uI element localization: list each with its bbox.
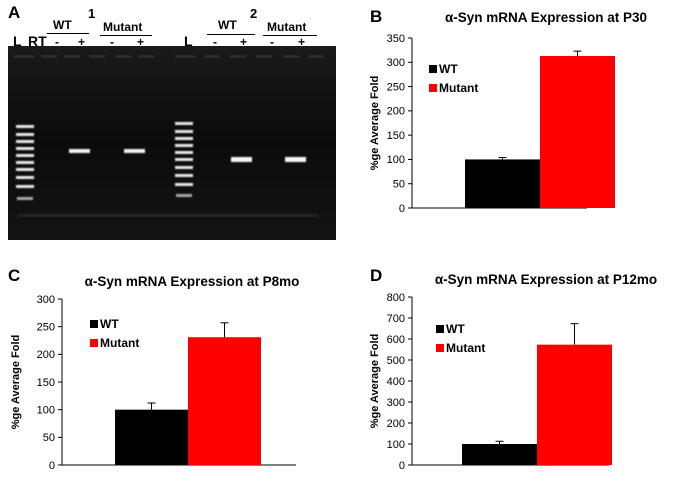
gel-block-1-number: 1 <box>88 6 96 21</box>
legend-label-wt: WT <box>100 317 119 331</box>
gel-band-2-mutant <box>285 157 306 162</box>
bar-wt <box>465 159 540 208</box>
chart-p8mo: α-Syn mRNA Expression at P8mo %ge Average… <box>10 274 300 472</box>
chart-p30: α-Syn mRNA Expression at P30 %ge Average … <box>369 10 647 215</box>
panel-label-b: B <box>370 7 383 26</box>
legend-swatch-mutant <box>429 84 437 92</box>
gel-image <box>8 46 336 240</box>
legend-label-wt: WT <box>446 322 465 336</box>
y-tick-label: 50 <box>393 179 405 191</box>
gel-block-2-wt-label: WT <box>218 18 237 32</box>
gel-block-1-wt-plus: + <box>78 35 86 49</box>
gel-block-1-wt-minus: - <box>55 35 59 49</box>
gel-block-2-mutant-minus: - <box>270 35 274 49</box>
legend-label-mutant: Mutant <box>100 336 139 350</box>
gel-band-2-wt <box>231 157 252 162</box>
chart-title: α-Syn mRNA Expression at P12mo <box>435 272 657 287</box>
gel-ladder-label-1: L <box>13 33 22 49</box>
legend-swatch-wt <box>90 320 98 328</box>
y-tick-label: 0 <box>399 203 405 215</box>
y-tick-label: 0 <box>399 460 405 472</box>
y-tick-label: 300 <box>37 294 55 306</box>
gel-block-2-wt-minus: - <box>213 35 217 49</box>
y-tick-label: 300 <box>387 397 405 409</box>
legend-label-wt: WT <box>439 62 458 76</box>
bar-wt <box>115 409 188 465</box>
y-tick-label: 0 <box>49 460 55 472</box>
y-tick-label: 150 <box>37 377 55 389</box>
panel-label-d: D <box>370 266 383 285</box>
legend-label-mutant: Mutant <box>446 341 485 355</box>
ladder-2-bands <box>175 122 193 197</box>
y-tick-label: 600 <box>387 334 405 346</box>
legend-swatch-wt <box>436 325 444 333</box>
y-tick-label: 700 <box>387 313 405 325</box>
gel-block-2-wt-plus: + <box>240 35 248 49</box>
y-tick-label: 250 <box>387 81 405 93</box>
gel-block-2-mutant-plus: + <box>298 35 306 49</box>
y-tick-label: 350 <box>387 33 405 45</box>
y-tick-label: 100 <box>37 404 55 416</box>
y-tick-label: 200 <box>37 349 55 361</box>
y-tick-label: 500 <box>387 355 405 367</box>
y-tick-label: 50 <box>43 432 55 444</box>
gel-wells <box>14 55 324 58</box>
y-tick-label: 250 <box>37 321 55 333</box>
gel-block-2-mutant-underline <box>263 35 317 36</box>
ladder-1-bands <box>16 125 34 200</box>
gel-primer-smear-1 <box>18 214 318 217</box>
gel-band-1-wt <box>69 149 90 153</box>
y-tick-label: 800 <box>387 292 405 304</box>
y-tick-label: 200 <box>387 418 405 430</box>
bar-mutant <box>537 344 612 465</box>
panel-label-c: C <box>8 266 21 285</box>
bar-mutant <box>188 337 261 465</box>
gel-block-1-wt-label: WT <box>53 18 72 32</box>
y-axis-label: %ge Average Fold <box>10 335 22 430</box>
gel-block-2-wt-underline <box>207 34 255 35</box>
legend-swatch-mutant <box>436 344 444 352</box>
gel-ladder-label-2: L <box>184 33 193 49</box>
gel-block-1-mutant-label: Mutant <box>103 20 143 34</box>
gel-background <box>8 46 336 240</box>
gel-block-1-wt-underline <box>47 33 89 34</box>
y-axis-label: %ge Average Fold <box>369 334 381 429</box>
chart-title: α-Syn mRNA Expression at P8mo <box>85 274 300 289</box>
gel-rt-label: RT <box>28 33 47 49</box>
chart-title: α-Syn mRNA Expression at P30 <box>445 10 647 25</box>
gel-block-2-number: 2 <box>250 6 258 21</box>
panel-label-a: A <box>8 3 21 22</box>
y-tick-label: 100 <box>387 439 405 451</box>
bar-wt <box>462 444 537 465</box>
gel-block-1-mutant-minus: - <box>110 35 114 49</box>
legend-swatch-mutant <box>90 339 98 347</box>
y-tick-label: 150 <box>387 130 405 142</box>
y-tick-label: 300 <box>387 57 405 69</box>
legend-swatch-wt <box>429 65 437 73</box>
gel-block-1-mutant-plus: + <box>137 35 145 49</box>
legend-label-mutant: Mutant <box>439 81 478 95</box>
y-tick-label: 200 <box>387 106 405 118</box>
y-axis-label: %ge Average Fold <box>369 76 381 171</box>
chart-p12mo: α-Syn mRNA Expression at P12mo %ge Averag… <box>369 272 657 472</box>
gel-band-1-mutant <box>124 149 145 153</box>
gel-block-2-mutant-label: Mutant <box>267 20 307 34</box>
bar-mutant <box>540 55 615 208</box>
gel-block-1-mutant-underline <box>100 35 152 36</box>
y-tick-label: 400 <box>387 376 405 388</box>
y-tick-label: 100 <box>387 154 405 166</box>
